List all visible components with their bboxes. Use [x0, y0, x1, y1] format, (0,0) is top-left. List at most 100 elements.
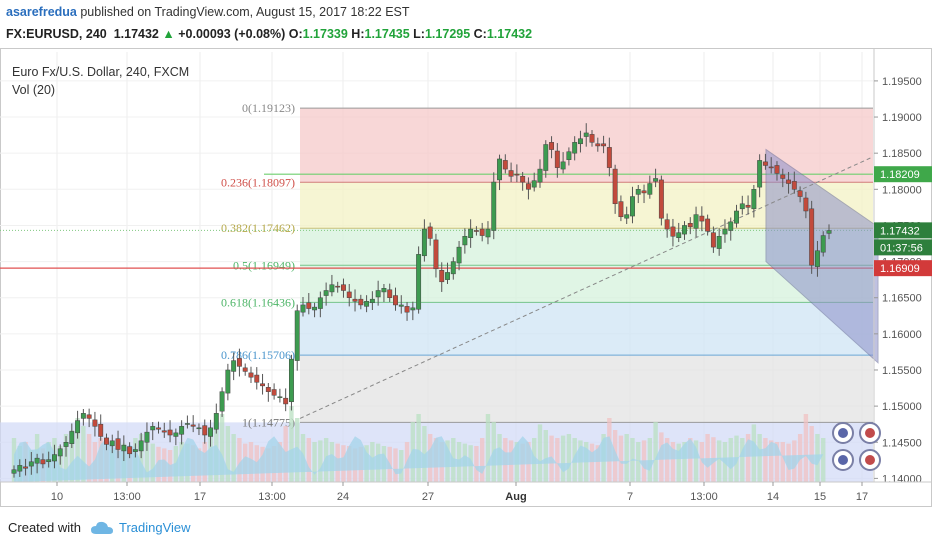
- candle-body: [543, 144, 549, 171]
- candle-body: [809, 208, 815, 266]
- x-tick-label: 24: [337, 491, 349, 503]
- volume-bar: [676, 443, 681, 482]
- volume-bar: [745, 434, 751, 482]
- candle-body: [69, 431, 75, 444]
- candle-body: [40, 459, 46, 465]
- volume-bar: [688, 438, 693, 482]
- fib-label-0.786: 0.786(1.15706): [221, 348, 295, 362]
- fib-label-0.618: 0.618(1.16436): [221, 295, 295, 309]
- open-value: 1.17339: [302, 27, 348, 41]
- candle-body: [23, 466, 29, 469]
- red-line-tag: 1.16909: [880, 263, 920, 275]
- candle-body: [242, 367, 248, 372]
- candle-body: [514, 173, 520, 176]
- candle-body: [456, 246, 462, 264]
- candle-body: [375, 290, 381, 298]
- candle-body: [734, 210, 739, 224]
- volume-bar: [780, 442, 785, 482]
- volume-bar: [757, 434, 762, 482]
- countdown-tag: 01:37:56: [880, 242, 923, 254]
- volume-bar: [485, 414, 491, 482]
- candle-body: [780, 174, 786, 179]
- candle-body: [167, 429, 173, 436]
- candle-body: [791, 181, 797, 190]
- candle-body: [121, 444, 127, 452]
- candle-body: [762, 161, 768, 166]
- last-price-tag: 1.17432: [880, 225, 920, 237]
- candle-body: [190, 424, 196, 427]
- volume-bar: [543, 430, 548, 482]
- candle-body: [104, 437, 109, 445]
- volume-bar: [399, 450, 404, 482]
- candle-body: [624, 214, 630, 219]
- volume-bar: [289, 406, 294, 482]
- candle-body: [86, 414, 92, 419]
- candle-body: [364, 301, 370, 307]
- candle-body: [173, 432, 179, 437]
- tradingview-cloud-icon: [90, 521, 113, 534]
- candle-body: [17, 465, 23, 472]
- candle-body: [323, 290, 329, 296]
- candle-body: [115, 438, 121, 450]
- candle-body: [179, 426, 185, 435]
- x-tick-label: 15: [814, 491, 826, 503]
- event-flag-dot: [838, 428, 848, 438]
- high-value: 1.17435: [364, 27, 410, 41]
- low-value: 1.17295: [424, 27, 471, 41]
- x-tick-label: 13:00: [258, 491, 286, 503]
- chart-title: Euro Fx/U.S. Dollar, 240, FXCM: [12, 65, 189, 79]
- candle-body: [699, 215, 705, 222]
- candle-body: [57, 448, 63, 457]
- publish-line: asarefredua published on TradingView.com…: [6, 5, 410, 19]
- fib-label-0: 0(1.19123): [242, 101, 295, 115]
- volume-label: Vol (20): [12, 83, 55, 97]
- y-tick-label: 1.15500: [882, 365, 922, 377]
- candle-body: [595, 143, 601, 147]
- fib-zone-4: [300, 302, 873, 356]
- price-chart[interactable]: 0(1.19123) 0.236(1.18097) 0.382(1.17462) 0.…: [0, 48, 932, 510]
- candle-body: [485, 228, 491, 238]
- y-tick-label: 1.16500: [882, 293, 922, 305]
- volume-bar: [231, 434, 236, 482]
- author-link[interactable]: asarefredua: [6, 5, 77, 19]
- candle-body: [208, 427, 213, 437]
- volume-bar: [803, 414, 809, 482]
- candle-body: [127, 446, 133, 455]
- candle-body: [560, 161, 566, 170]
- x-tick-label: 27: [422, 491, 434, 503]
- candle-body: [283, 397, 289, 405]
- candle-body: [658, 179, 664, 219]
- volume-bar: [705, 434, 710, 482]
- volume-bar: [664, 438, 670, 482]
- footer: Created with TradingView: [8, 520, 191, 535]
- x-tick-label: 10: [51, 491, 63, 503]
- candle-body: [462, 236, 468, 246]
- volume-bar: [693, 440, 699, 482]
- candle-body: [202, 425, 208, 436]
- tradingview-brand[interactable]: TradingView: [118, 520, 191, 535]
- volume-bar: [318, 440, 323, 482]
- volume-bar: [740, 438, 745, 482]
- candle-body: [236, 358, 242, 367]
- candle-body: [398, 304, 404, 307]
- candle-body: [300, 304, 306, 313]
- volume-bar: [774, 442, 780, 482]
- candle-body: [653, 178, 659, 182]
- candle-body: [445, 272, 450, 280]
- candle-body: [381, 288, 387, 293]
- candle-body: [358, 298, 364, 306]
- candle-body: [404, 306, 410, 313]
- candle-body: [46, 459, 52, 463]
- candle-body: [630, 196, 635, 217]
- close-value: 1.17432: [486, 27, 533, 41]
- candle-body: [635, 189, 641, 195]
- candle-body: [421, 228, 427, 257]
- candle-body: [294, 310, 300, 361]
- candle-body: [664, 219, 670, 230]
- candle-body: [75, 420, 81, 434]
- candle-body: [612, 168, 618, 205]
- volume-bar: [670, 442, 676, 482]
- candle-body: [803, 197, 809, 212]
- candle-body: [520, 176, 526, 183]
- fib-label-0.236: 0.236(1.18097): [221, 175, 295, 189]
